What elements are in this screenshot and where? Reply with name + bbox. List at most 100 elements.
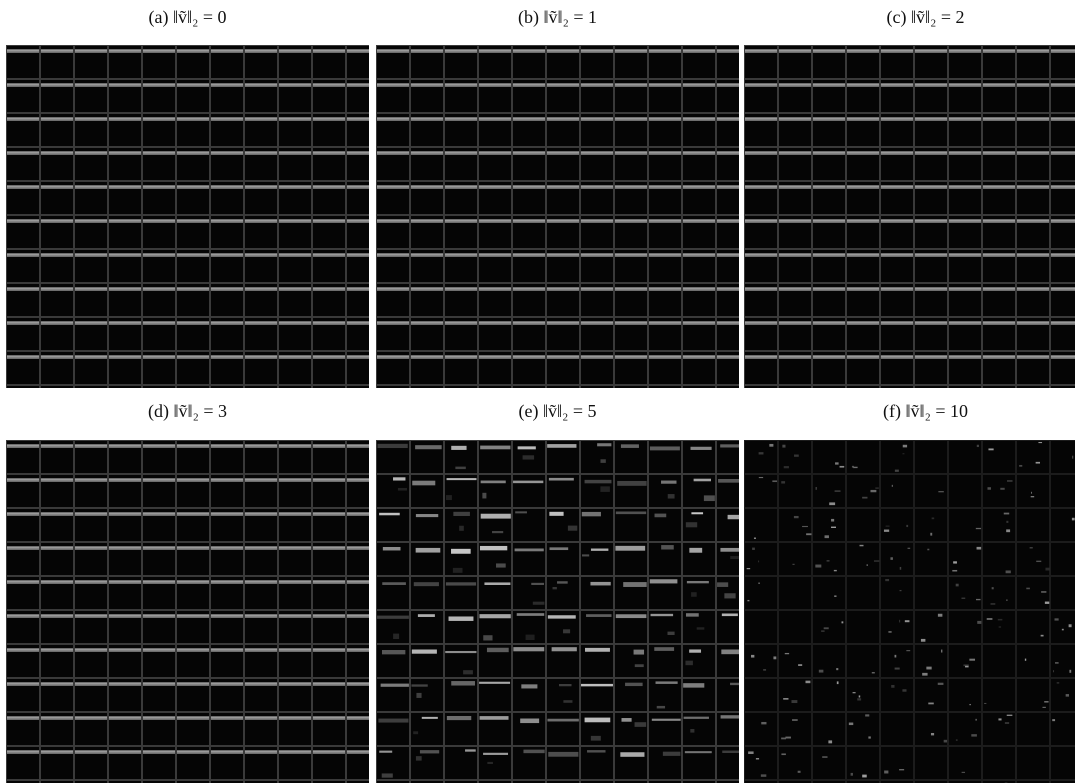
tile-band	[177, 649, 209, 651]
tile-band	[245, 186, 277, 188]
tile-band	[109, 445, 141, 447]
tile-band	[41, 581, 73, 583]
tile-noise	[816, 487, 817, 490]
tile-noise	[563, 629, 570, 633]
tile-band	[41, 84, 73, 86]
tile-band	[379, 751, 392, 753]
tile-band	[813, 220, 845, 222]
tile-band	[683, 288, 715, 290]
tile-noise	[802, 526, 808, 527]
tile-noise	[984, 703, 986, 704]
tile-band	[313, 152, 345, 154]
tile-band	[779, 50, 811, 52]
tile-band	[983, 254, 1015, 256]
tile-band	[382, 650, 405, 654]
tile-band	[7, 50, 39, 52]
tile-band	[177, 445, 209, 447]
tile-band	[143, 288, 175, 290]
tile-band	[211, 717, 243, 719]
tile-band	[649, 152, 681, 154]
tile-band	[245, 254, 277, 256]
tile-band	[109, 152, 141, 154]
tile-band	[143, 649, 175, 651]
tile-noise	[1005, 722, 1009, 723]
tile-band	[279, 649, 311, 651]
tile-noise	[1036, 462, 1040, 464]
tile-band	[313, 683, 345, 685]
tile-band	[547, 50, 579, 52]
tile-band	[779, 186, 811, 188]
tile-band	[347, 186, 369, 188]
tile-band	[479, 356, 511, 358]
tile-band	[245, 356, 277, 358]
tile-band	[615, 220, 647, 222]
tile-band	[211, 547, 243, 549]
tile-band	[881, 288, 913, 290]
tile-band	[411, 152, 443, 154]
tile-noise	[944, 740, 947, 743]
tile-band	[585, 480, 612, 483]
tile-band	[847, 254, 879, 256]
tile-noise	[759, 452, 764, 454]
tile-noise	[523, 455, 534, 459]
tile-band	[531, 583, 544, 585]
tile-noise	[906, 650, 910, 651]
tile-band	[1051, 220, 1075, 222]
tile-noise	[781, 753, 785, 755]
tile-band	[1017, 322, 1049, 324]
tile-noise	[1069, 670, 1071, 673]
tile-band	[479, 614, 510, 618]
tile-band	[813, 288, 845, 290]
tile-noise	[899, 620, 900, 623]
tile-band	[41, 751, 73, 753]
tile-band	[177, 254, 209, 256]
tile-band	[585, 648, 610, 652]
tile-noise	[667, 632, 674, 635]
tile-noise	[961, 598, 965, 599]
tile-band	[581, 186, 613, 188]
tile-band	[279, 445, 311, 447]
tile-band	[717, 356, 739, 358]
tile-band	[313, 445, 345, 447]
tile-noise	[860, 545, 864, 546]
tile-band	[656, 681, 678, 684]
tile-band	[177, 513, 209, 515]
tile-band	[245, 547, 277, 549]
tile-noise	[783, 698, 788, 700]
tile-band	[949, 186, 981, 188]
tile-noise	[1007, 480, 1013, 482]
tile-band	[881, 84, 913, 86]
tile-band	[420, 750, 439, 753]
tile-noise	[976, 599, 981, 600]
tile-band	[445, 186, 477, 188]
tile-band	[109, 50, 141, 52]
tile-noise	[857, 698, 861, 700]
tile-noise	[1004, 513, 1009, 515]
tile-band	[347, 220, 369, 222]
tile-band	[422, 717, 438, 719]
tile-noise	[938, 491, 943, 492]
image-bg	[376, 440, 739, 783]
image-bg	[6, 440, 369, 783]
tile-noise	[819, 670, 824, 673]
tile-band	[313, 50, 345, 52]
tile-band	[445, 322, 477, 324]
tile-band	[513, 481, 543, 484]
tile-band	[587, 750, 605, 752]
tile-band	[177, 50, 209, 52]
tile-noise	[751, 655, 754, 658]
tile-band	[847, 186, 879, 188]
tile-band	[1017, 254, 1049, 256]
tile-band	[591, 549, 608, 551]
tile-band	[813, 84, 845, 86]
tile-noise	[1072, 456, 1073, 459]
tile-band	[177, 479, 209, 481]
tile-band	[75, 717, 107, 719]
tile-band	[41, 118, 73, 120]
tile-band	[813, 322, 845, 324]
tile-band	[730, 683, 739, 685]
tile-band	[75, 513, 107, 515]
tile-noise	[886, 526, 890, 527]
tile-band	[377, 616, 409, 619]
tile-band	[513, 647, 544, 651]
